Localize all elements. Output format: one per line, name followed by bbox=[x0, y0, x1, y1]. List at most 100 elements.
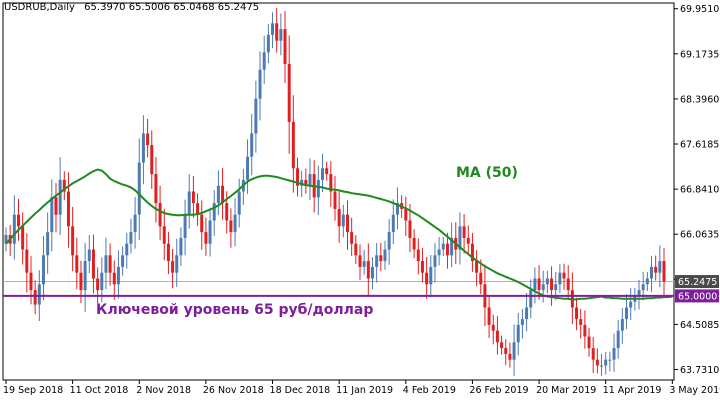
candle-body bbox=[183, 214, 187, 238]
candle-body bbox=[37, 284, 41, 305]
candle-body bbox=[329, 174, 333, 192]
candle-body bbox=[450, 237, 454, 256]
candle-body bbox=[425, 272, 429, 285]
candle-body bbox=[345, 214, 349, 233]
candle-body bbox=[196, 203, 200, 215]
y-tick-label: 63.7310 bbox=[680, 365, 719, 376]
candle-body bbox=[500, 342, 504, 349]
ohlc-values: 65.3970 65.5006 65.0468 65.2475 bbox=[84, 2, 260, 13]
candle-body bbox=[300, 179, 304, 186]
candle-body bbox=[358, 255, 362, 267]
key-level-annotation: Ключевой уровень 65 руб/доллар bbox=[96, 302, 374, 318]
candle-body bbox=[254, 98, 258, 134]
candle-body bbox=[200, 214, 204, 233]
ma-50-line bbox=[5, 168, 673, 301]
candle-body bbox=[379, 255, 383, 262]
x-tick-label: 2 Nov 2018 bbox=[136, 385, 191, 396]
candle-body bbox=[604, 359, 608, 366]
key-level-price-label: 65.0000 bbox=[678, 291, 717, 302]
candle-body bbox=[79, 272, 83, 291]
candle-body bbox=[137, 162, 141, 215]
candle-body bbox=[520, 319, 524, 325]
y-tick-label: 64.5085 bbox=[680, 320, 719, 331]
candle-body bbox=[579, 319, 583, 325]
x-tick-label: 4 Feb 2019 bbox=[403, 385, 456, 396]
candle-body bbox=[562, 272, 566, 279]
current-price-label-bg bbox=[675, 275, 719, 289]
candle-body bbox=[554, 284, 558, 291]
candle-body bbox=[420, 261, 424, 273]
candle-body bbox=[316, 179, 320, 198]
candle-body bbox=[591, 348, 595, 360]
candle-body bbox=[133, 214, 137, 233]
candle-body bbox=[566, 278, 570, 291]
candle-body bbox=[350, 232, 354, 244]
candle-body bbox=[146, 133, 150, 146]
x-tick-label: 3 May 2019 bbox=[669, 385, 720, 396]
key-level-price-label-bg bbox=[675, 289, 719, 303]
candle-body bbox=[129, 232, 133, 244]
candle-body bbox=[516, 324, 520, 343]
candle-body bbox=[650, 266, 654, 279]
candle-body bbox=[21, 226, 25, 250]
x-tick-label: 20 Mar 2019 bbox=[536, 385, 596, 396]
candle-body bbox=[100, 272, 104, 291]
candle-body bbox=[121, 255, 125, 267]
candle-body bbox=[620, 319, 624, 331]
candle-body bbox=[321, 168, 325, 180]
x-tick-label: 11 Oct 2018 bbox=[70, 385, 129, 396]
candle-body bbox=[341, 214, 345, 227]
y-tick-label: 69.9510 bbox=[680, 4, 719, 15]
candle-body bbox=[629, 301, 633, 308]
candle-body bbox=[279, 29, 283, 41]
candle-body bbox=[462, 226, 466, 238]
current-price-label: 65.2475 bbox=[678, 277, 717, 288]
candle-body bbox=[191, 191, 195, 204]
candle-body bbox=[533, 278, 537, 291]
candle-body bbox=[466, 237, 470, 244]
candle-body bbox=[54, 197, 58, 215]
candle-body bbox=[246, 156, 250, 180]
candle-body bbox=[325, 168, 329, 175]
candle-body bbox=[233, 214, 237, 233]
candle-body bbox=[258, 69, 262, 99]
candle-body bbox=[154, 174, 158, 204]
candle-body bbox=[637, 290, 641, 296]
candle-body bbox=[612, 348, 616, 360]
candle-body bbox=[512, 342, 516, 360]
candle-body bbox=[237, 191, 241, 215]
candle-body bbox=[470, 243, 474, 262]
candle-body bbox=[487, 307, 491, 325]
candle-body bbox=[62, 179, 66, 192]
plot-frame bbox=[2, 2, 675, 381]
symbol-label: USDRUB,Daily bbox=[4, 2, 75, 13]
candle-body bbox=[583, 324, 587, 337]
candle-body bbox=[491, 324, 495, 331]
candle-body bbox=[71, 226, 75, 256]
candle-body bbox=[271, 23, 275, 35]
candle-body bbox=[221, 185, 225, 204]
candle-body bbox=[458, 226, 462, 250]
candle-body bbox=[83, 261, 87, 291]
candle-body bbox=[475, 261, 479, 273]
candle-body bbox=[545, 278, 549, 285]
candle-body bbox=[304, 179, 308, 186]
candle-body bbox=[125, 243, 129, 256]
candle-body bbox=[50, 197, 54, 233]
candle-body bbox=[437, 249, 441, 256]
candle-body bbox=[362, 261, 366, 267]
candle-body bbox=[166, 243, 170, 262]
candle-body bbox=[12, 214, 16, 244]
candle-body bbox=[275, 23, 279, 41]
candle-body bbox=[370, 266, 374, 279]
candle-body bbox=[41, 255, 45, 285]
candle-body bbox=[16, 214, 20, 227]
y-tick-label: 67.6185 bbox=[680, 140, 719, 151]
candle-body bbox=[308, 174, 312, 186]
x-tick-label: 11 Apr 2019 bbox=[603, 385, 662, 396]
candle-body bbox=[33, 290, 37, 305]
candle-body bbox=[158, 203, 162, 227]
candle-body bbox=[658, 261, 662, 273]
candle-body bbox=[229, 220, 233, 233]
candle-body bbox=[225, 203, 229, 221]
